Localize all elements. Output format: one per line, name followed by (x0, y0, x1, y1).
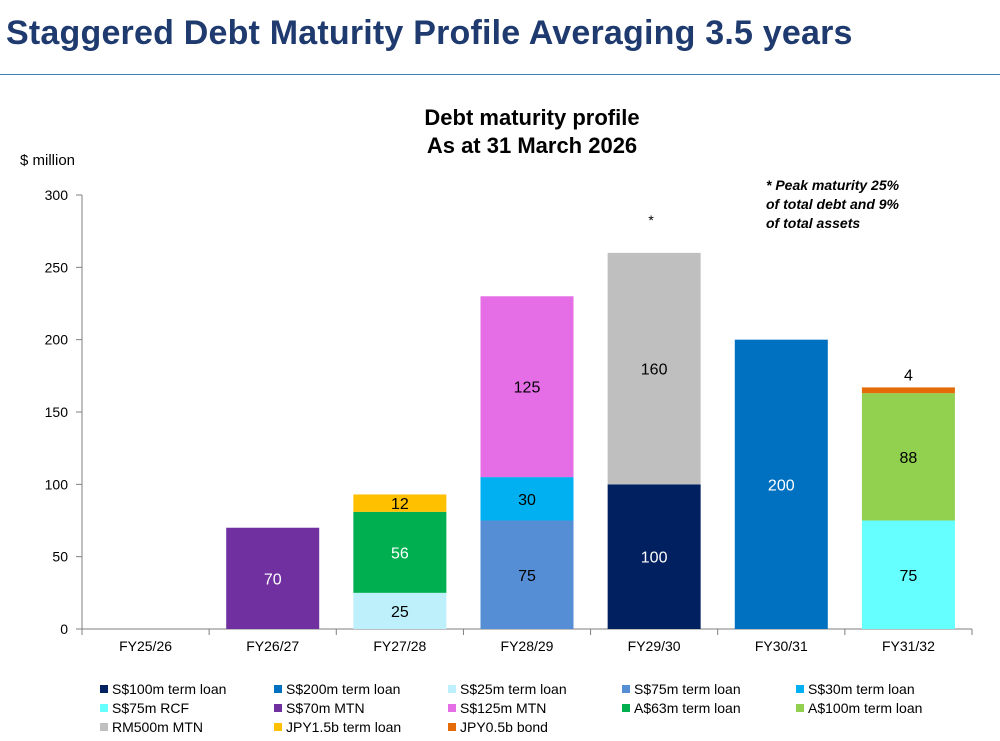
y-tick-label: 300 (45, 187, 69, 203)
legend-item: S$125m MTN (448, 699, 622, 717)
chart-subtitle: As at 31 March 2026 (426, 133, 638, 158)
bar-segment (607, 484, 701, 629)
chart-title: Debt maturity profile (424, 105, 640, 130)
peak-note-line: of total debt and 9% (766, 196, 899, 212)
x-tick-label: FY28/29 (501, 638, 554, 654)
chart-title-block: Debt maturity profile As at 31 March 202… (332, 104, 732, 160)
x-tick-label: FY31/32 (882, 638, 935, 654)
legend-item: S$100m term loan (100, 680, 274, 698)
legend-item: S$70m MTN (274, 699, 448, 717)
legend-label: S$75m term loan (634, 681, 741, 697)
bar-segment (353, 592, 447, 629)
legend-swatch (622, 704, 630, 712)
y-tick-label: 150 (45, 404, 69, 420)
peak-annotation-marker: * (648, 212, 654, 228)
y-axis-unit-label: $ million (20, 152, 76, 169)
bar-segment (861, 393, 955, 521)
legend-item: A$63m term loan (622, 699, 796, 717)
bar-data-label: 4 (904, 367, 913, 384)
legend-swatch (448, 704, 456, 712)
title-divider (0, 74, 1000, 75)
legend-swatch (100, 704, 108, 712)
legend-item: JPY0.5b bond (448, 718, 622, 736)
bar-data-label: 100 (641, 550, 668, 567)
legend-item: S$75m term loan (622, 680, 796, 698)
legend-label: S$25m term loan (460, 681, 567, 697)
bar-segment (480, 296, 574, 478)
debt-maturity-chart: 0 50 100 150 200 250 300 FY25/26 FY26/27 FY27/28 F… (45, 187, 973, 654)
bar-data-label: 70 (264, 571, 282, 588)
bar-segment (607, 252, 701, 485)
legend-swatch (274, 704, 282, 712)
legend-swatch (622, 685, 630, 693)
legend-label: S$30m term loan (808, 681, 915, 697)
y-tick-label: 200 (45, 332, 69, 348)
legend-item: S$200m term loan (274, 680, 448, 698)
legend-item: S$75m RCF (100, 699, 274, 717)
peak-note-line: of total assets (766, 215, 861, 231)
bar-segment (734, 339, 828, 629)
x-tick-label: FY25/26 (119, 638, 172, 654)
bar-data-label: 56 (391, 545, 409, 562)
legend-swatch (448, 685, 456, 693)
legend-label: S$125m MTN (460, 700, 547, 716)
legend-swatch (100, 685, 108, 693)
legend-item: S$25m term loan (448, 680, 622, 698)
chart-legend: S$100m term loan S$200m term loan S$25m te… (100, 680, 980, 736)
bar-data-label: 160 (641, 362, 668, 379)
peak-maturity-note: * Peak maturity 25% of total debt and 9%… (766, 176, 956, 233)
legend-label: S$200m term loan (286, 681, 401, 697)
legend-label: S$70m MTN (286, 700, 365, 716)
bar-data-label: 200 (768, 477, 795, 494)
x-tick-label: FY29/30 (628, 638, 681, 654)
x-tick-label: FY30/31 (755, 638, 808, 654)
legend-swatch (796, 685, 804, 693)
bar-data-label: 125 (514, 380, 541, 397)
y-tick-label: 250 (45, 259, 69, 275)
bar-segment (353, 494, 447, 512)
bar-segment (861, 387, 955, 394)
bar-data-label: 12 (391, 496, 409, 513)
legend-label: S$100m term loan (112, 681, 227, 697)
legend-swatch (796, 704, 804, 712)
legend-label: S$75m RCF (112, 700, 190, 716)
legend-swatch (448, 723, 456, 731)
legend-label: A$63m term loan (634, 700, 741, 716)
x-tick-label: FY26/27 (246, 638, 299, 654)
legend-swatch (274, 723, 282, 731)
x-tick-label: FY27/28 (373, 638, 426, 654)
bar-data-label: 25 (391, 604, 409, 621)
legend-label: JPY1.5b term loan (286, 719, 402, 735)
bar-segment (353, 511, 447, 593)
bar-data-label: 75 (900, 568, 918, 585)
bar-segment (861, 520, 955, 629)
bar-data-label: 75 (518, 568, 536, 585)
legend-swatch (100, 723, 108, 731)
bar-segment (480, 520, 574, 629)
bar-segment (480, 477, 574, 521)
bar-data-label: 30 (518, 492, 536, 509)
legend-label: JPY0.5b bond (460, 719, 548, 735)
legend-item: S$30m term loan (796, 680, 970, 698)
bar-segment (226, 527, 320, 629)
peak-note-line: * Peak maturity 25% (766, 177, 900, 193)
legend-label: A$100m term loan (808, 700, 923, 716)
legend-label: RM500m MTN (112, 719, 204, 735)
bar-data-label: 88 (900, 450, 918, 467)
legend-swatch (274, 685, 282, 693)
y-tick-label: 50 (52, 549, 68, 565)
y-tick-label: 0 (60, 621, 68, 637)
legend-item: JPY1.5b term loan (274, 718, 448, 736)
legend-item: A$100m term loan (796, 699, 970, 717)
legend-item: RM500m MTN (100, 718, 274, 736)
y-tick-label: 100 (45, 476, 69, 492)
page-title: Staggered Debt Maturity Profile Averagin… (6, 14, 853, 52)
